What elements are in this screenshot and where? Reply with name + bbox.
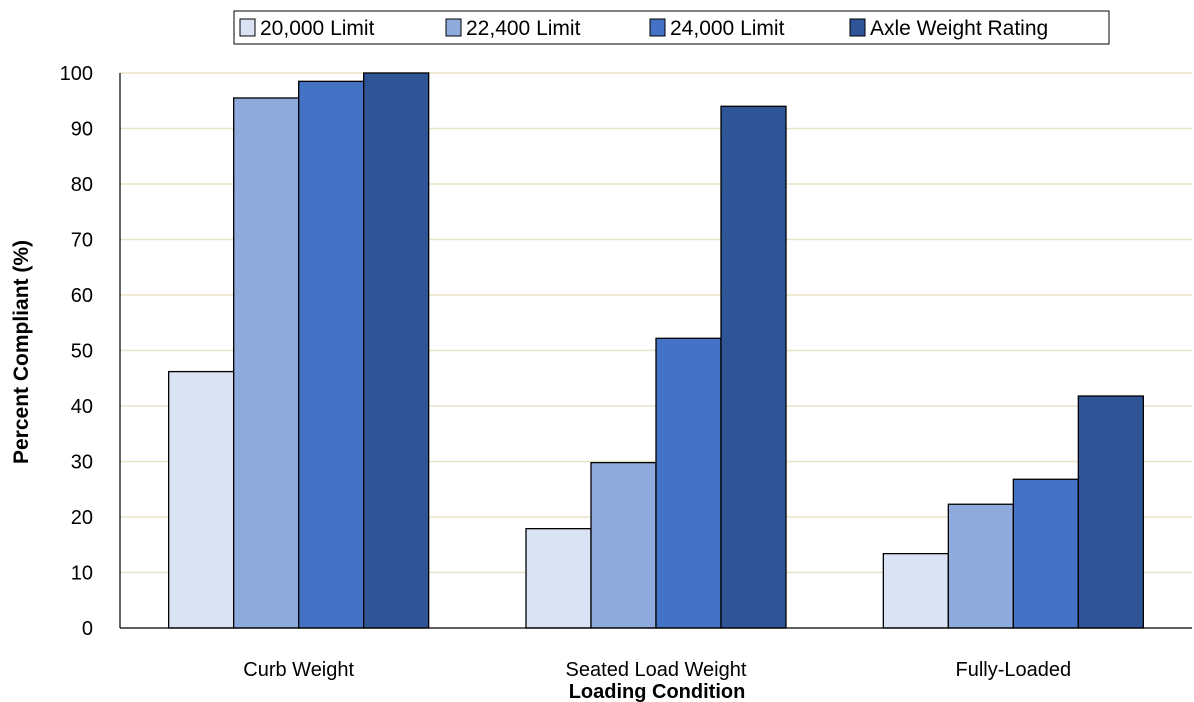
bar-24-000-limit-fully-loaded [1012, 478, 1079, 629]
bar-20-000-limit-seated-load-weight [525, 528, 592, 629]
x-tick-label: Fully-Loaded [956, 659, 1072, 681]
bar-22-400-limit-fully-loaded [947, 503, 1014, 629]
y-tick-label: 0 [82, 618, 93, 640]
bar-24-000-limit-seated-load-weight [655, 337, 722, 629]
axes [119, 73, 1192, 629]
legend: 20,000 Limit 22,400 Limit 24,000 Limit Axle… [233, 10, 1110, 45]
y-axis-label: Percent Compliant (%) [10, 240, 33, 464]
x-tick-label: Seated Load Weight [566, 659, 747, 681]
legend-label: Axle Weight Rating [870, 17, 1048, 40]
legend-swatch [649, 18, 666, 37]
bar-axle-weight-rating-seated-load-weight [720, 105, 787, 629]
y-tick-label: 20 [71, 507, 93, 529]
y-tick-label: 90 [71, 119, 93, 141]
bar-axle-weight-rating-fully-loaded [1077, 395, 1144, 629]
y-tick-label: 70 [71, 230, 93, 252]
legend-label: 20,000 Limit [260, 17, 375, 40]
x-axis-label: Loading Condition [569, 681, 746, 702]
legend-label: 22,400 Limit [466, 17, 581, 40]
legend-swatch [445, 18, 462, 37]
y-tick-label: 50 [71, 341, 93, 363]
y-tick-label: 40 [71, 396, 93, 418]
legend-box [233, 10, 1110, 45]
x-axis-tick-labels: Curb Weight Seated Load Weight Fully-Loade… [243, 659, 1071, 681]
bar-axle-weight-rating-curb-weight [363, 72, 430, 629]
y-tick-label: 60 [71, 285, 93, 307]
legend-swatch [239, 18, 256, 37]
y-axis-ticks: 0 10 20 30 40 50 60 70 80 90 100 [60, 63, 93, 640]
bar-22-400-limit-curb-weight [233, 97, 300, 629]
y-tick-label: 80 [71, 174, 93, 196]
bar-20-000-limit-curb-weight [168, 370, 235, 629]
legend-swatch [849, 18, 866, 37]
legend-label: 24,000 Limit [670, 17, 785, 40]
y-tick-label: 100 [60, 63, 93, 85]
bar-24-000-limit-curb-weight [298, 80, 365, 629]
x-tick-label: Curb Weight [243, 659, 354, 681]
bar-20-000-limit-fully-loaded [882, 552, 949, 629]
y-tick-label: 30 [71, 452, 93, 474]
y-tick-label: 10 [71, 563, 93, 585]
bar-22-400-limit-seated-load-weight [590, 461, 657, 629]
